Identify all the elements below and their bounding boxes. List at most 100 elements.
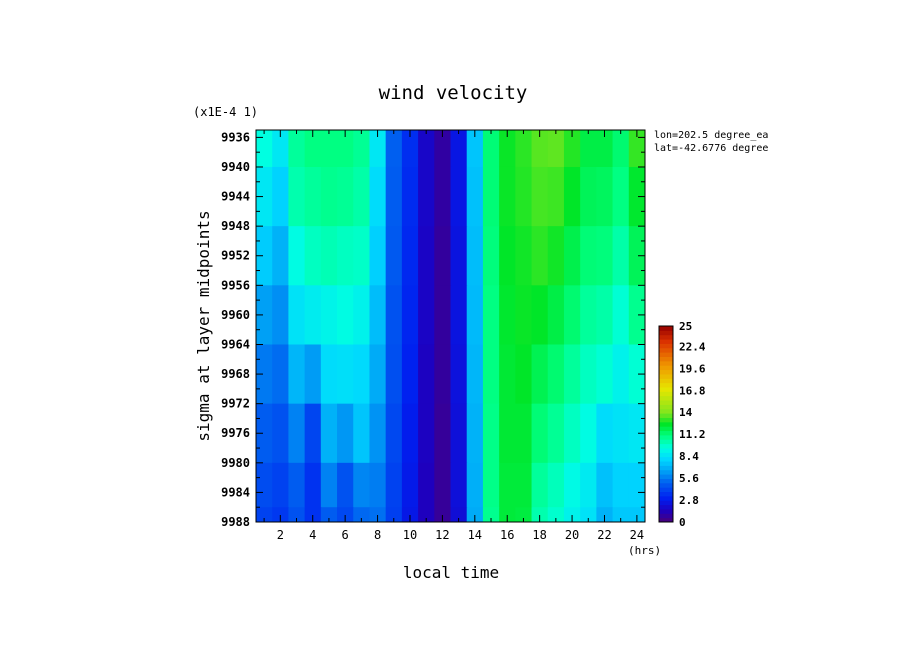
colorbar-swatch [659, 517, 673, 523]
colorbar-label: 11.2 [679, 428, 706, 441]
heatmap-cell [482, 507, 500, 522]
heatmap-cell [628, 403, 645, 464]
heatmap-cell [369, 403, 387, 464]
y-tick-label: 9956 [221, 278, 250, 292]
heatmap-cell [563, 462, 581, 508]
heatmap-cell [369, 130, 387, 168]
heatmap-cell [531, 226, 549, 286]
heatmap-cell [596, 285, 614, 346]
y-tick-label: 9960 [221, 308, 250, 322]
heatmap-cell [337, 166, 354, 227]
heatmap-cell [547, 507, 565, 522]
heatmap-cell [434, 344, 452, 405]
heatmap-cell [515, 507, 533, 522]
heatmap-cell [596, 166, 614, 227]
y-tick-label: 9972 [221, 397, 250, 411]
heatmap-cell [256, 403, 273, 464]
heatmap-cell [612, 226, 630, 286]
colorbar-swatch [659, 465, 673, 471]
heatmap-cell [563, 344, 581, 405]
heatmap-cell [450, 507, 468, 522]
heatmap-cell [401, 130, 419, 168]
colorbar-swatch [659, 395, 673, 401]
heatmap-cell [612, 130, 630, 168]
colorbar-label: 0 [679, 516, 686, 529]
y-tick-label: 9968 [221, 367, 250, 381]
x-tick-label: 14 [468, 528, 482, 542]
heatmap-cell [304, 462, 322, 508]
heatmap-cell [596, 344, 614, 405]
heatmap-cell [272, 226, 290, 286]
heatmap-cell [499, 166, 516, 227]
heatmap-cell [256, 166, 273, 227]
heatmap-cell [628, 462, 645, 508]
heatmap-cell [596, 462, 614, 508]
colorbar-label: 22.4 [679, 340, 706, 353]
heatmap-cell [499, 226, 516, 286]
colorbar-swatch [659, 430, 673, 436]
heatmap-cell [337, 507, 354, 522]
colorbar-swatch [659, 482, 673, 488]
heatmap-cell [288, 130, 306, 168]
heatmap-cell [563, 403, 581, 464]
colorbar-swatch [659, 413, 673, 418]
heatmap-cell [450, 285, 468, 346]
heatmap-cell [353, 462, 371, 508]
heatmap-cell [434, 462, 452, 508]
heatmap-cell [337, 344, 354, 405]
heatmap-cell [596, 226, 614, 286]
heatmap-cell [434, 226, 452, 286]
heatmap-cell [320, 462, 338, 508]
heatmap-cell [288, 166, 306, 227]
colorbar-label: 25 [679, 320, 692, 333]
heatmap-cell [466, 226, 484, 286]
colorbar-label: 19.6 [679, 362, 706, 375]
chart-title: wind velocity [379, 82, 528, 104]
heatmap-cell [304, 130, 322, 168]
colorbar-swatch [659, 382, 673, 388]
colorbar-swatch [659, 495, 673, 501]
colorbar-swatch [659, 347, 673, 353]
heatmap-cell [580, 403, 597, 464]
colorbar-label: 14 [679, 406, 693, 419]
colorbar-swatch [659, 417, 673, 423]
heatmap-cell [482, 130, 500, 168]
heatmap-cell [580, 462, 597, 508]
x-tick-label: 16 [500, 528, 514, 542]
heatmap-cell [531, 344, 549, 405]
colorbar-swatch [659, 443, 673, 449]
heatmap-cell [304, 285, 322, 346]
heatmap-cell [304, 344, 322, 405]
heatmap-cell [337, 403, 354, 464]
x-axis: 2 4 6 8 10 12 14 16 18 20 22 24 [263, 130, 644, 542]
heatmap-cell [612, 403, 630, 464]
y-tick-label: 9936 [221, 130, 250, 144]
heatmap-cell [385, 166, 403, 227]
heatmap-cell [369, 344, 387, 405]
heatmap-cell [612, 462, 630, 508]
heatmap-cell [482, 344, 500, 405]
heatmap-cell [580, 226, 597, 286]
heatmap-cell [482, 285, 500, 346]
x-tick-label: 10 [403, 528, 417, 542]
colorbar-swatch [659, 352, 673, 357]
heatmap-cell [401, 226, 419, 286]
colorbar-swatch [659, 456, 673, 462]
heatmap-cell [563, 226, 581, 286]
heatmap-cell [401, 285, 419, 346]
heatmap-cell [256, 344, 273, 405]
heatmap-cell [434, 285, 452, 346]
heatmap-cell [256, 462, 273, 508]
heatmap-cell [596, 130, 614, 168]
y-tick-label: 9952 [221, 249, 250, 263]
heatmap-cell [288, 285, 306, 346]
colorbar-frame [658, 325, 674, 523]
heatmap-cell [369, 166, 387, 227]
heatmap-cell [628, 130, 645, 168]
heatmap-cell [547, 344, 565, 405]
heatmap-cell [320, 403, 338, 464]
heatmap-cell [450, 344, 468, 405]
heatmap-cell [612, 344, 630, 405]
heatmap-cell [531, 285, 549, 346]
colorbar-swatch [659, 513, 673, 519]
